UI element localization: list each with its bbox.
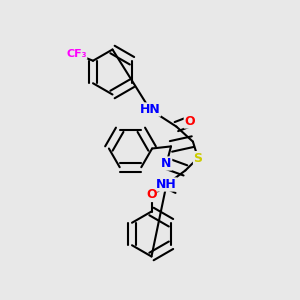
Text: O: O — [146, 188, 157, 202]
Text: NH: NH — [156, 178, 177, 191]
Text: N: N — [161, 157, 172, 170]
Text: O: O — [184, 115, 195, 128]
Text: CF₃: CF₃ — [66, 49, 87, 59]
Text: S: S — [194, 152, 202, 165]
Text: HN: HN — [140, 103, 160, 116]
